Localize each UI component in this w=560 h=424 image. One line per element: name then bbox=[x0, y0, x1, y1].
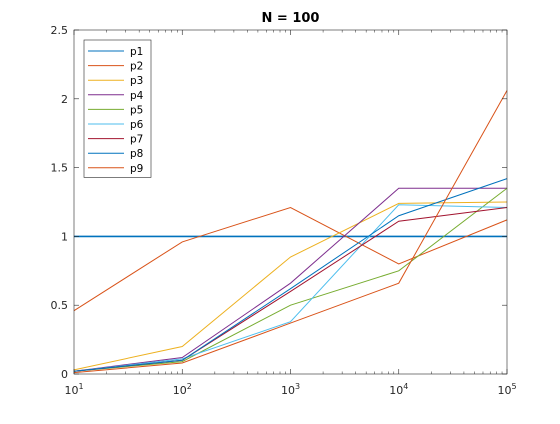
legend-label: p2 bbox=[130, 61, 143, 73]
series-layer bbox=[73, 90, 508, 374]
legend-item-p4[interactable]: p4 bbox=[88, 90, 144, 102]
legend-label: p9 bbox=[130, 163, 143, 175]
legend-item-p7[interactable]: p7 bbox=[88, 134, 143, 146]
legend-label: p1 bbox=[130, 46, 143, 58]
series-line-p6 bbox=[73, 204, 508, 372]
series-line-p4 bbox=[73, 187, 507, 372]
legend-item-p9[interactable]: p9 bbox=[88, 163, 143, 175]
series-line-p2 bbox=[73, 206, 508, 312]
legend-label: p4 bbox=[130, 90, 144, 102]
y-tick-label: 1.5 bbox=[51, 162, 69, 175]
legend-item-p2[interactable]: p2 bbox=[88, 61, 143, 73]
legend-label: p8 bbox=[130, 148, 143, 160]
legend-item-p8[interactable]: p8 bbox=[88, 148, 143, 160]
series-line-p9 bbox=[73, 90, 508, 374]
tick-layer: 101 102 103 104 105 0 0.5 1 1.5 2 2.5 bbox=[51, 24, 517, 397]
y-tick-label: 0.5 bbox=[51, 299, 69, 312]
legend-label: p7 bbox=[130, 134, 143, 146]
legend-item-p5[interactable]: p5 bbox=[88, 104, 143, 116]
x-tick-label: 104 bbox=[389, 382, 408, 397]
series-line-p8 bbox=[73, 178, 508, 372]
series-line-p5 bbox=[73, 187, 508, 372]
legend-label: p6 bbox=[130, 119, 144, 131]
x-tick-label: 102 bbox=[173, 382, 192, 397]
x-tick-label: 103 bbox=[281, 382, 300, 397]
legend-label: p5 bbox=[130, 104, 143, 116]
y-tick-label: 2 bbox=[61, 93, 68, 106]
y-tick-label: 2.5 bbox=[51, 24, 69, 37]
legend-item-p1[interactable]: p1 bbox=[88, 46, 143, 58]
x-tick-label: 105 bbox=[497, 382, 516, 397]
legend-label: p3 bbox=[130, 75, 143, 87]
x-tick-label: 101 bbox=[64, 382, 83, 397]
chart-title: N = 100 bbox=[262, 11, 320, 26]
y-tick-label: 1 bbox=[61, 230, 68, 243]
y-tick-label: 0 bbox=[61, 368, 68, 381]
legend-item-p3[interactable]: p3 bbox=[88, 75, 143, 87]
legend[interactable]: p1 p2 p3 p4 p5 p6 p7 p8 p9 bbox=[83, 39, 152, 178]
legend-box bbox=[83, 39, 152, 178]
legend-item-p6[interactable]: p6 bbox=[88, 119, 144, 131]
